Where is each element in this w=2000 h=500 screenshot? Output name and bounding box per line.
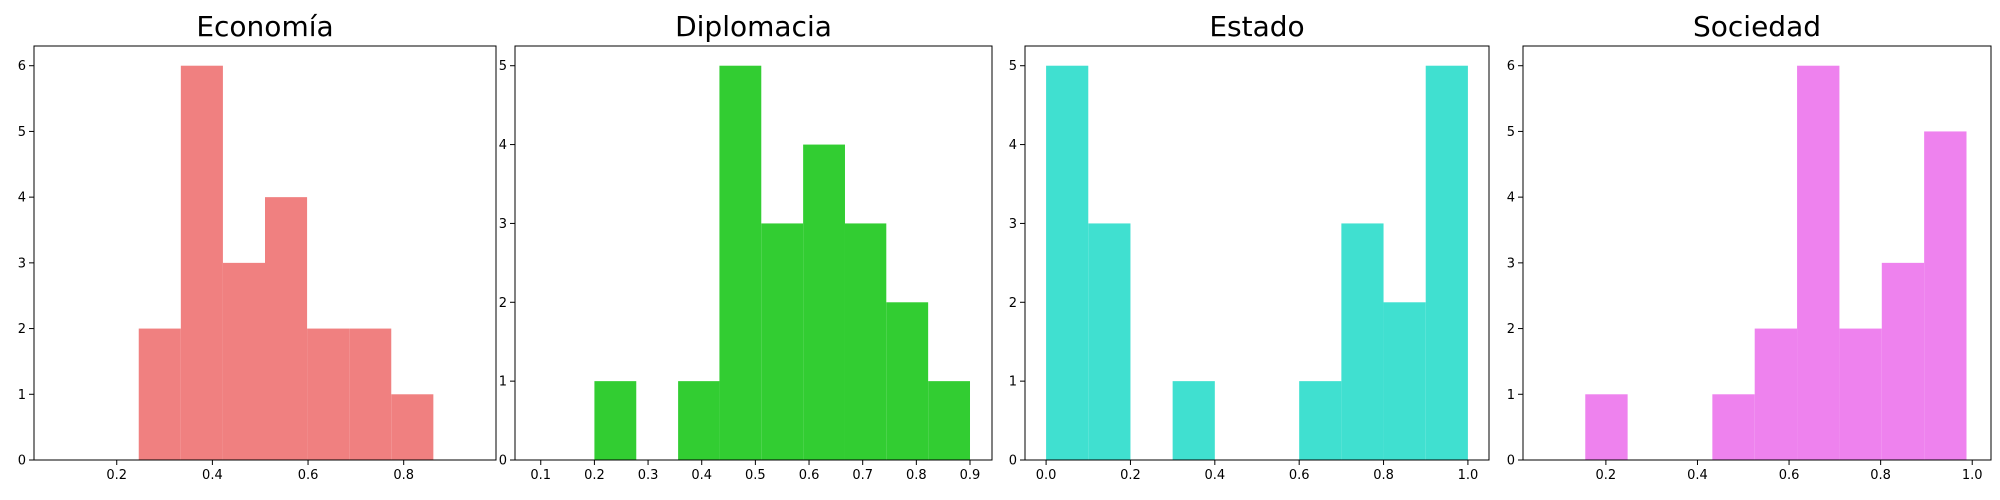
histogram-bar [1585,394,1628,460]
axes-frame [1024,45,1490,461]
histogram-bar [1046,65,1089,460]
histogram-bar [1299,381,1342,460]
x-tick-label: 0.8 [906,468,927,483]
y-tick-label: 1 [1009,375,1017,390]
x-tick-label: 0.7 [852,468,873,483]
x-tick-label: 0.4 [691,468,712,483]
y-tick-label: 0 [18,454,26,469]
y-tick-label: 5 [1507,125,1515,140]
x-tick-label: 0.9 [960,468,981,483]
histogram-bar [138,328,181,460]
histogram-bar [1839,328,1882,460]
axes-frame [1522,45,1992,461]
histogram-bar [349,328,392,460]
chart-title: Economía [196,10,333,43]
histogram-bar [1088,223,1131,460]
y-tick-label: 2 [18,322,26,337]
x-tick-label: 0.6 [298,468,319,483]
x-tick-label: 0.2 [584,468,605,483]
y-tick-label: 0 [499,454,507,469]
x-tick-label: 0.5 [745,468,766,483]
x-tick-label: 1.0 [1458,468,1479,483]
y-tick-label: 2 [1009,296,1017,311]
histogram-bar [1754,328,1798,460]
y-tick-label: 6 [18,59,26,74]
x-tick-label: 0.2 [106,468,127,483]
histogram-bar [391,394,434,460]
y-tick-label: 5 [18,125,26,140]
x-tick-label: 0.3 [638,468,659,483]
x-tick-label: 0.0 [1036,468,1057,483]
y-tick-label: 0 [1507,454,1515,469]
y-tick-label: 4 [18,191,26,206]
x-tick-label: 0.4 [202,468,223,483]
y-tick-label: 1 [499,375,507,390]
y-tick-label: 1 [1507,388,1515,403]
x-tick-label: 0.2 [1120,468,1141,483]
histogram-bar [1712,394,1755,460]
histogram-bar [180,65,223,460]
histogram-bar [1341,223,1384,460]
y-tick-label: 3 [1507,256,1515,271]
chart-title: Sociedad [1693,10,1821,43]
histogram-bar [265,197,308,460]
x-tick-label: 0.8 [393,468,414,483]
y-tick-label: 4 [1009,138,1017,153]
y-tick-label: 3 [18,256,26,271]
histogram-bar [678,381,720,460]
histogram-bar [719,65,762,460]
y-tick-label: 5 [1009,59,1017,74]
histogram-bar [1881,262,1925,460]
histogram-bar [594,381,637,460]
y-tick-label: 4 [1507,191,1515,206]
x-tick-label: 0.1 [530,468,551,483]
y-tick-label: 1 [18,388,26,403]
chart-title: Estado [1209,10,1304,43]
x-tick-label: 0.6 [1289,468,1310,483]
histogram-bar [1172,381,1215,460]
x-tick-label: 0.2 [1596,468,1617,483]
axes-frame [33,45,497,461]
x-tick-label: 0.8 [1870,468,1891,483]
x-tick-label: 0.6 [799,468,820,483]
histogram-bar [844,223,887,460]
histogram-bar [886,302,929,460]
histogram-bar [803,144,845,461]
y-tick-label: 3 [1009,217,1017,232]
chart-title: Diplomacia [675,10,832,43]
x-tick-label: 0.4 [1204,468,1225,483]
x-tick-label: 1.0 [1962,468,1983,483]
histogram-bar [1383,302,1426,460]
y-tick-label: 6 [1507,59,1515,74]
histogram-bar [761,223,804,460]
histogram-bar [1425,65,1468,460]
y-tick-label: 5 [499,59,507,74]
histogram-bar [222,262,265,460]
histogram-bar [1797,65,1840,460]
histogram-bar [1924,131,1967,460]
y-tick-label: 4 [499,138,507,153]
y-tick-label: 3 [499,217,507,232]
x-tick-label: 0.6 [1779,468,1800,483]
y-tick-label: 2 [499,296,507,311]
y-tick-label: 0 [1009,454,1017,469]
axes-frame [514,45,993,461]
x-tick-label: 0.4 [1687,468,1708,483]
histogram-bar [928,381,971,460]
x-tick-label: 0.8 [1373,468,1394,483]
histogram-bar [307,328,350,460]
y-tick-label: 2 [1507,322,1515,337]
